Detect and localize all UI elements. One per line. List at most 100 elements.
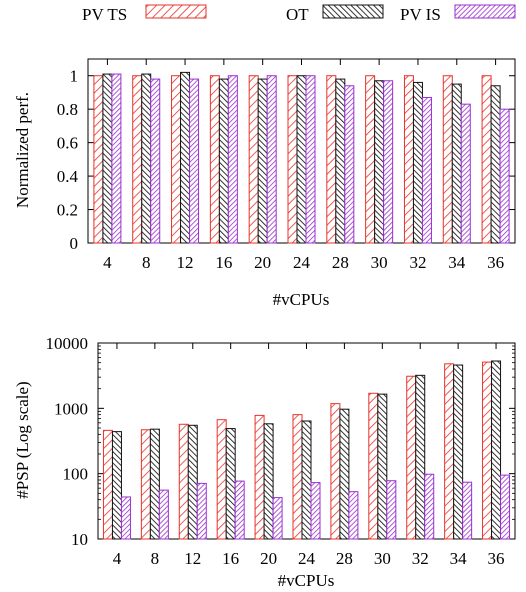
x-tick-label: 34 [450, 549, 468, 568]
bar-pv-is-20 [266, 75, 277, 244]
psp-log-chart: 10 100 1000 10000 4 8 12 16 20 24 28 30 32 34 36 #PSP … [13, 334, 516, 590]
x-tick-label: 16 [215, 253, 232, 272]
legend-swatch-ot [322, 4, 384, 19]
x-tick-label: 20 [254, 253, 271, 272]
y-tick-label: 100 [63, 465, 89, 484]
bar-pv-is-8 [150, 78, 161, 244]
bar-ot-32 [415, 374, 426, 540]
bar-pv-ts-20 [254, 414, 265, 540]
x-tick-label: 30 [371, 253, 388, 272]
bar-pv-is-4 [120, 496, 131, 540]
bar-pv-is-16 [227, 75, 238, 244]
bar-pv-is-36 [500, 474, 511, 540]
bar-pv-ts-28 [330, 403, 341, 540]
legend-label-pv-ts: PV TS [82, 5, 127, 24]
bar-ot-34 [451, 83, 462, 244]
bar-ot-8 [141, 73, 152, 244]
bar-pv-is-34 [460, 103, 471, 244]
y-axis-label-top: Normalized perf. [13, 92, 32, 208]
y-axis-label-bottom: #PSP (Log scale) [13, 381, 32, 498]
x-tick-label: 4 [113, 549, 122, 568]
x-tick-label: 36 [487, 253, 504, 272]
bar-pv-ts-4 [93, 75, 104, 244]
bar-ot-16 [225, 428, 236, 540]
x-tick-label: 32 [409, 253, 426, 272]
y-tick-label: 10 [71, 530, 88, 549]
bar-ot-20 [257, 78, 268, 244]
bar-ot-32 [412, 81, 423, 244]
bar-pv-ts-32 [403, 75, 414, 244]
bar-pv-is-30 [383, 80, 394, 244]
bar-pv-ts-16 [209, 75, 220, 244]
bar-pv-ts-24 [287, 75, 298, 244]
y-tick-label: 0.4 [57, 167, 79, 186]
bar-pv-ts-4 [102, 429, 113, 540]
bar-pv-ts-12 [171, 75, 182, 244]
bar-pv-is-16 [234, 480, 245, 540]
bar-pv-is-24 [305, 75, 316, 244]
bar-pv-is-30 [386, 480, 397, 540]
x-tick-label: 30 [374, 549, 391, 568]
bar-pv-ts-36 [482, 361, 493, 540]
x-axis-label-bottom: #vCPUs [278, 571, 335, 590]
bar-pv-ts-8 [140, 429, 151, 540]
bar-pv-ts-12 [178, 423, 189, 540]
x-tick-label: 24 [293, 253, 311, 272]
bar-pv-ts-30 [368, 392, 379, 540]
bar-ot-8 [149, 428, 160, 540]
bar-pv-is-12 [189, 78, 200, 244]
y-tick-label: 0.8 [57, 100, 78, 119]
bar-pv-ts-24 [292, 414, 303, 540]
bar-pv-is-20 [272, 497, 283, 540]
bar-ot-30 [377, 393, 388, 540]
x-tick-label: 4 [103, 253, 112, 272]
y-tick-label: 10000 [46, 334, 89, 353]
x-tick-label: 28 [336, 549, 353, 568]
x-tick-label: 20 [260, 549, 277, 568]
legend-label-pv-is: PV IS [400, 5, 441, 24]
bar-ot-28 [339, 408, 350, 540]
x-tick-label: 32 [412, 549, 429, 568]
y-tick-label: 1000 [54, 399, 88, 418]
y-tick-label: 0 [70, 234, 79, 253]
bar-ot-36 [491, 360, 502, 540]
bar-pv-ts-16 [216, 419, 227, 540]
bar-pv-ts-36 [481, 75, 492, 244]
x-tick-label: 12 [177, 253, 194, 272]
bar-ot-12 [187, 424, 198, 540]
bar-pv-ts-34 [444, 363, 455, 540]
x-tick-label: 36 [488, 549, 505, 568]
bar-pv-is-32 [421, 96, 432, 244]
bar-pv-ts-32 [406, 375, 417, 540]
bar-pv-is-28 [348, 491, 359, 540]
legend: PV TS OT PV IS [82, 4, 516, 24]
x-tick-label: 16 [222, 549, 239, 568]
y-tick-label: 0.6 [57, 134, 78, 153]
legend-swatch-pv-ts [145, 4, 207, 19]
bar-pv-is-36 [499, 108, 510, 244]
bar-pv-ts-34 [442, 75, 453, 244]
bar-ot-24 [296, 75, 307, 244]
bar-pv-ts-28 [326, 75, 337, 244]
bar-ot-4 [111, 431, 122, 540]
bar-ot-30 [374, 80, 385, 244]
x-tick-label: 12 [184, 549, 201, 568]
bar-ot-20 [263, 423, 274, 540]
normalized-perf-chart: 0 0.2 0.4 0.6 0.8 1 4 8 12 16 20 24 28 30 32 34 36 Norma… [13, 58, 516, 309]
bar-pv-is-24 [310, 482, 321, 540]
x-tick-label: 34 [448, 253, 466, 272]
bar-pv-is-34 [462, 481, 473, 540]
bar-ot-34 [453, 364, 464, 540]
x-tick-label: 28 [332, 253, 349, 272]
y-tick-label: 1 [70, 67, 79, 86]
bar-pv-is-28 [344, 85, 355, 244]
bar-pv-ts-20 [248, 75, 259, 244]
bar-ot-4 [102, 73, 113, 244]
legend-label-ot: OT [286, 5, 309, 24]
bar-pv-ts-8 [132, 75, 143, 244]
bar-ot-36 [490, 85, 501, 244]
bar-pv-is-8 [158, 489, 169, 540]
x-tick-label: 8 [151, 549, 160, 568]
legend-swatch-pv-is [454, 4, 516, 19]
